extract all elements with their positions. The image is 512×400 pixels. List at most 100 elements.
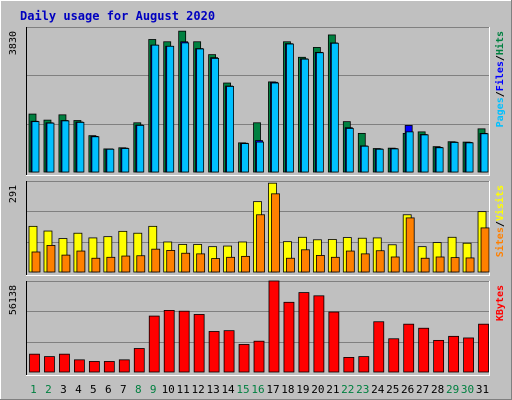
sites-bar bbox=[211, 258, 221, 273]
kbytes-bar bbox=[208, 331, 220, 373]
sites-bar bbox=[360, 253, 370, 273]
panel-1 bbox=[26, 27, 490, 176]
day-label: 4 bbox=[75, 383, 82, 396]
pages-bar bbox=[31, 121, 40, 173]
kbytes-bar bbox=[298, 292, 310, 373]
sites-bar bbox=[226, 256, 235, 273]
day-label: 3 bbox=[60, 383, 67, 396]
sites-bar bbox=[301, 249, 310, 273]
pages-bar bbox=[465, 142, 474, 173]
sites-bar bbox=[241, 255, 250, 273]
kbytes-bar bbox=[238, 344, 250, 373]
day-label: 17 bbox=[266, 383, 279, 396]
kbytes-bar bbox=[268, 280, 280, 373]
pages-bar bbox=[435, 147, 444, 173]
kbytes-bar bbox=[74, 359, 85, 373]
sites-bar bbox=[256, 214, 265, 273]
legend-entry: Files bbox=[494, 61, 506, 91]
kbytes-bar bbox=[403, 323, 415, 373]
day-label: 14 bbox=[221, 383, 235, 396]
day-label: 27 bbox=[416, 383, 429, 396]
legend-entry: / bbox=[495, 91, 506, 97]
sites-bar bbox=[435, 256, 445, 273]
day-label: 11 bbox=[177, 383, 190, 396]
legend-entry: Pages bbox=[495, 97, 506, 127]
legend-entry: KBytes bbox=[495, 285, 506, 321]
pages-bar bbox=[480, 133, 489, 173]
legend-entry: / bbox=[495, 55, 506, 61]
side-legend: KBytes bbox=[495, 285, 506, 321]
day-label: 19 bbox=[296, 383, 309, 396]
day-label: 25 bbox=[386, 383, 399, 396]
panel-2 bbox=[26, 181, 490, 276]
pages-bar bbox=[91, 136, 100, 173]
y-max-label: 291 bbox=[8, 185, 19, 203]
day-label: 1 bbox=[30, 383, 37, 396]
pages-bar bbox=[360, 145, 369, 173]
legend-entry: Visits bbox=[494, 185, 506, 221]
sites-bar bbox=[106, 256, 116, 273]
sites-bar bbox=[465, 257, 475, 273]
sites-bar bbox=[46, 245, 56, 273]
pages-bar bbox=[256, 141, 264, 173]
kbytes-bar bbox=[418, 327, 430, 373]
kbytes-bar bbox=[373, 321, 385, 373]
pages-bar bbox=[390, 148, 399, 173]
sites-bar bbox=[330, 256, 340, 273]
kbytes-bar bbox=[223, 330, 235, 373]
pages-bar bbox=[166, 45, 175, 173]
y-max-label: 3830 bbox=[8, 31, 19, 55]
kbytes-bar bbox=[448, 335, 459, 373]
day-label: 18 bbox=[281, 383, 294, 396]
sites-bar bbox=[166, 250, 176, 273]
day-label: 10 bbox=[162, 383, 175, 396]
pages-bar bbox=[420, 134, 429, 173]
pages-bar bbox=[301, 58, 309, 173]
day-label: 23 bbox=[356, 383, 369, 396]
kbytes-bar bbox=[328, 311, 340, 373]
pages-bar bbox=[151, 44, 160, 173]
pages-bar bbox=[46, 122, 55, 173]
chart-title: Daily usage for August 2020 bbox=[20, 9, 215, 23]
kbytes-bar bbox=[29, 353, 40, 373]
kbytes-bar bbox=[478, 323, 489, 373]
kbytes-bar bbox=[283, 301, 295, 373]
day-label: 16 bbox=[251, 383, 264, 396]
pages-bar bbox=[121, 148, 130, 173]
x-axis-day-labels: 1 2 3 4 5 6 7 8 9 10 11 12 13 14 15 16 17 18 19 20 21 22 23 24 2… bbox=[30, 383, 489, 396]
kbytes-bar bbox=[313, 295, 325, 373]
pages-bar bbox=[345, 128, 354, 173]
sites-bar bbox=[480, 227, 490, 273]
day-label: 21 bbox=[326, 383, 339, 396]
day-label: 29 bbox=[446, 383, 459, 396]
sites-bar bbox=[271, 193, 280, 273]
pages-bar bbox=[226, 86, 234, 173]
sites-bar bbox=[196, 253, 206, 273]
kbytes-bar bbox=[193, 314, 205, 373]
kbytes-bar bbox=[463, 337, 474, 373]
sites-bar bbox=[61, 254, 71, 273]
sites-bar bbox=[315, 255, 325, 273]
day-label: 12 bbox=[192, 383, 205, 396]
day-label: 6 bbox=[105, 383, 112, 396]
kbytes-bar bbox=[103, 361, 115, 373]
pages-bar bbox=[315, 52, 324, 173]
legend-entry: Sites bbox=[494, 227, 506, 257]
kbytes-bar bbox=[59, 353, 70, 373]
sites-bar bbox=[405, 217, 415, 273]
pages-bar bbox=[106, 148, 115, 173]
pages-bar bbox=[211, 58, 220, 173]
pages-bar bbox=[196, 48, 205, 173]
day-label: 26 bbox=[401, 383, 414, 396]
sites-bar bbox=[136, 255, 146, 273]
pages-bar bbox=[136, 125, 145, 173]
legend-entry: / bbox=[495, 221, 506, 227]
sites-bar bbox=[286, 257, 295, 273]
sites-bar bbox=[31, 251, 41, 273]
day-label: 15 bbox=[236, 383, 249, 396]
kbytes-bar bbox=[253, 340, 265, 373]
pages-bar bbox=[181, 42, 190, 173]
kbytes-bar bbox=[358, 356, 370, 373]
panel-3 bbox=[26, 280, 490, 376]
